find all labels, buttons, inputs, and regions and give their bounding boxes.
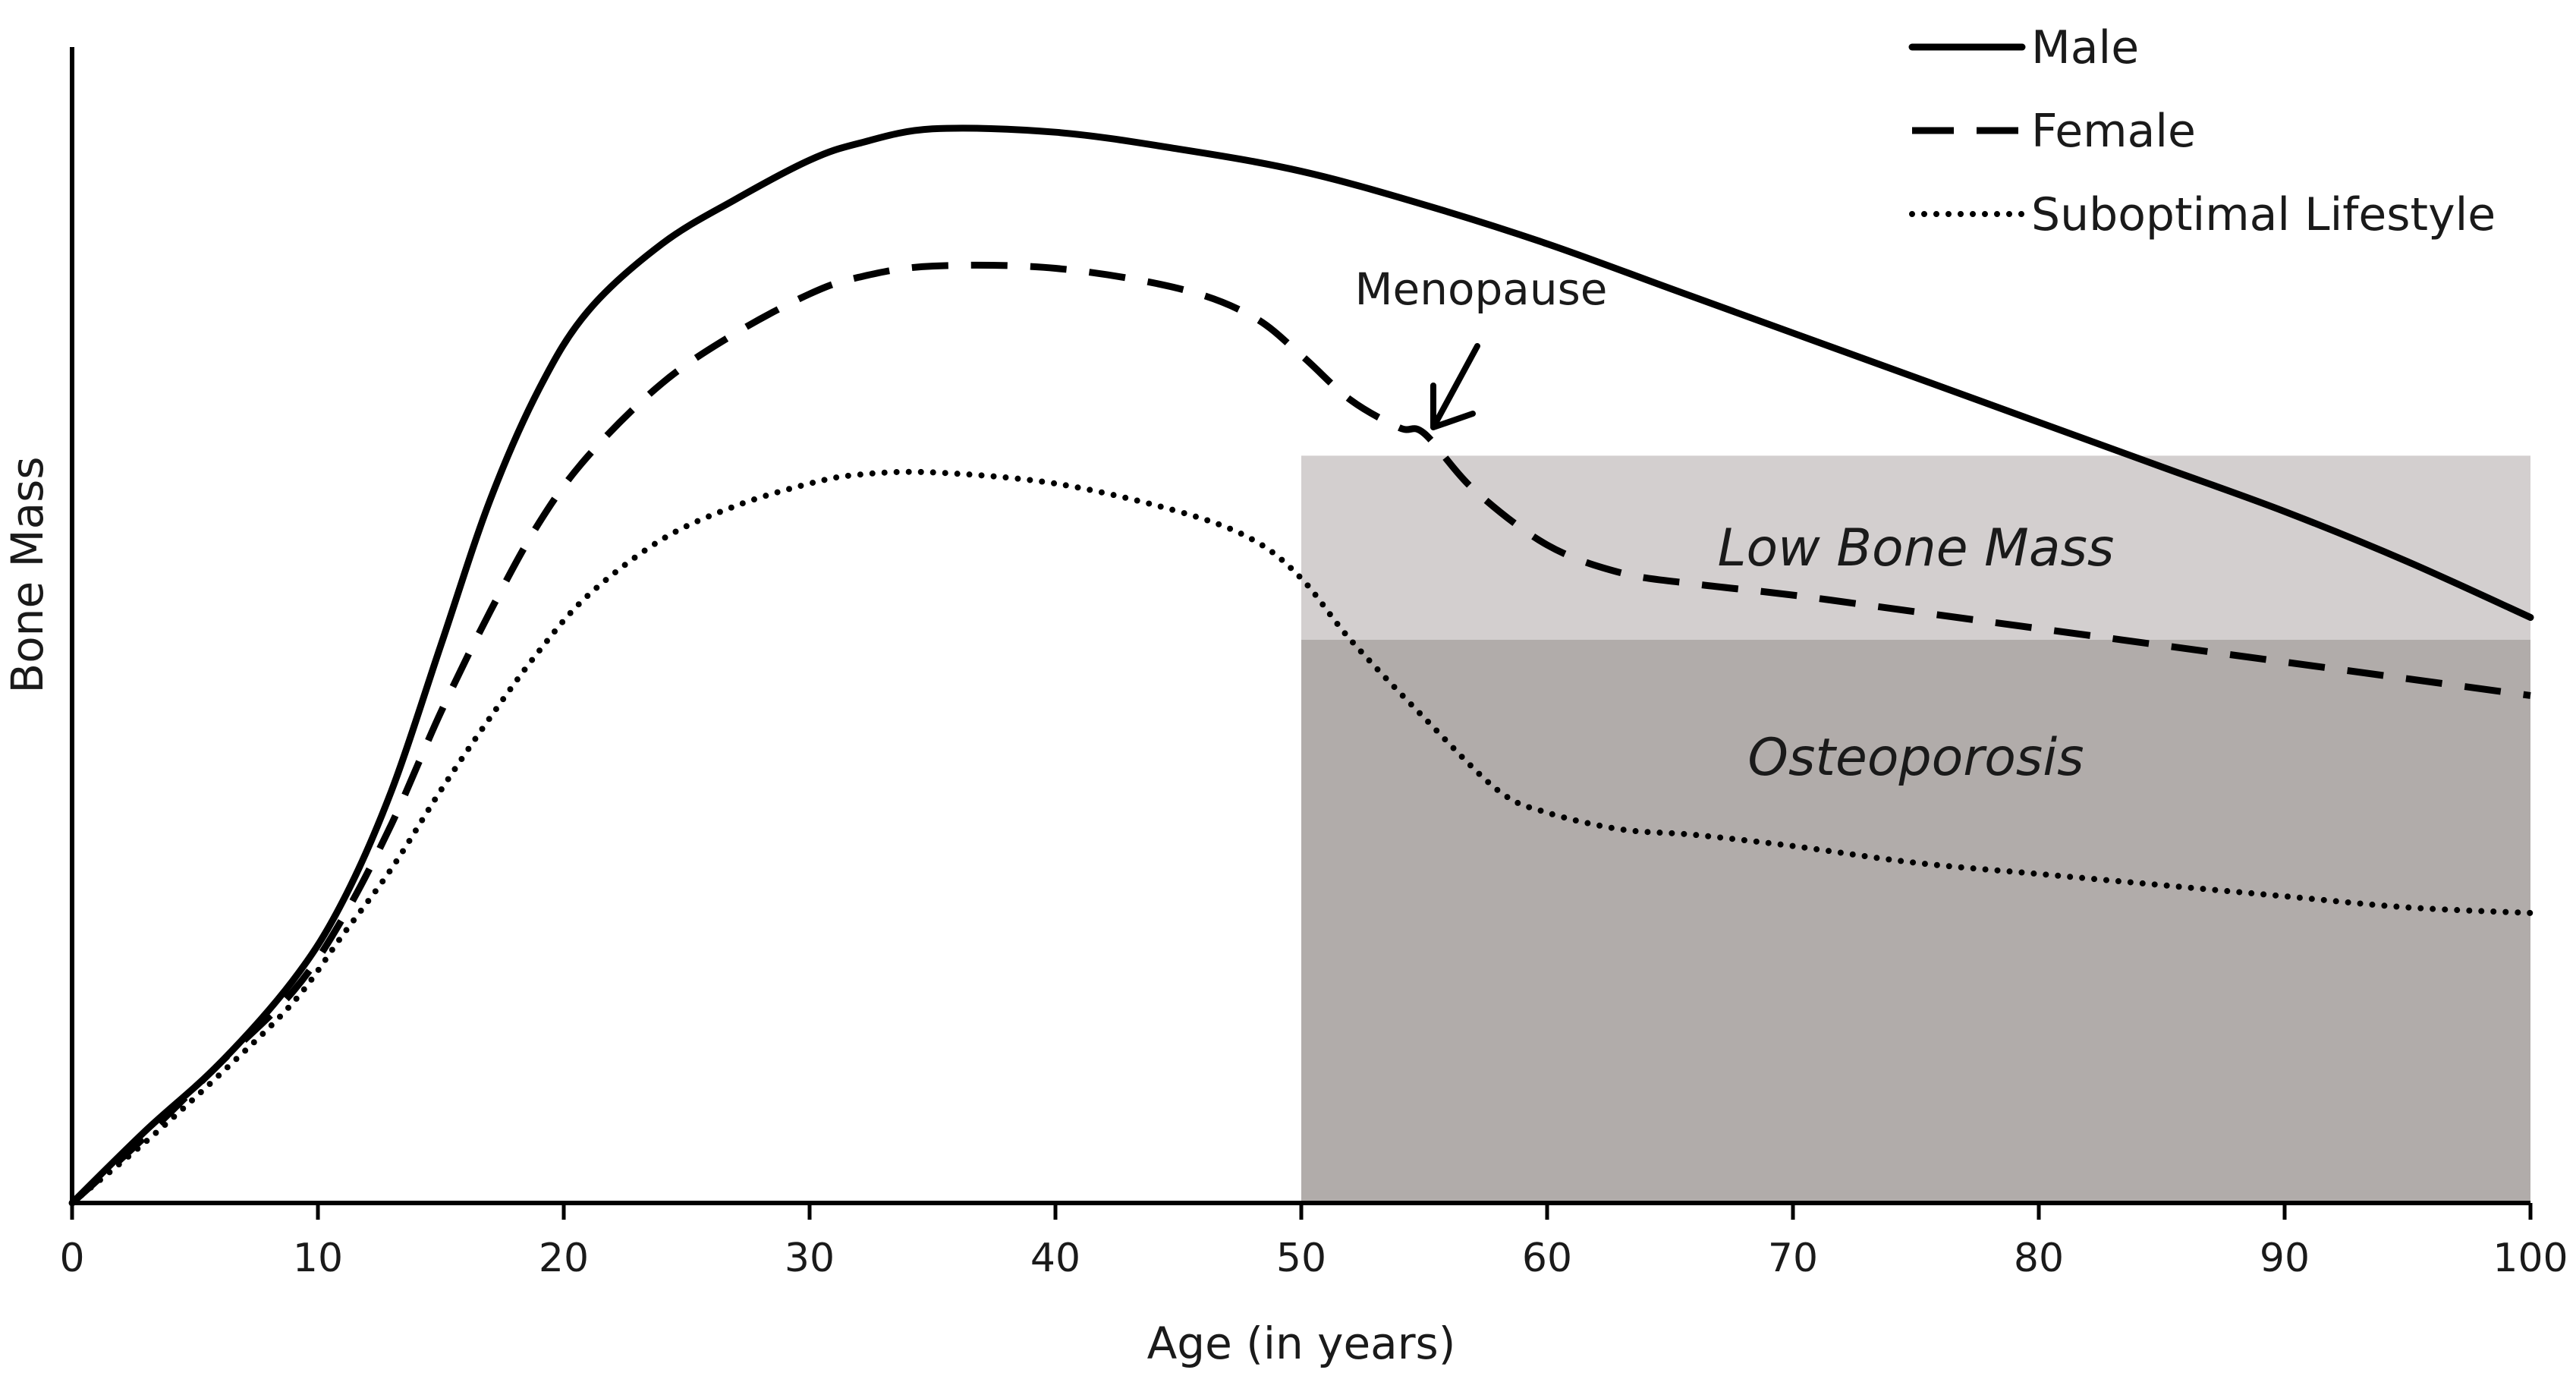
x-tick-label: 100 bbox=[2493, 1236, 2568, 1281]
legend-item-female: Female bbox=[1912, 105, 2196, 158]
y-axis-label: Bone Mass bbox=[2, 456, 53, 693]
x-tick-label: 70 bbox=[1768, 1236, 1818, 1281]
legend-item-suboptimal-lifestyle: Suboptimal Lifestyle bbox=[1909, 188, 2496, 241]
legend-label-suboptimal-lifestyle: Suboptimal Lifestyle bbox=[2031, 188, 2496, 241]
zone-label-osteoporosis: Osteoporosis bbox=[1747, 728, 2084, 788]
menopause-label: Menopause bbox=[1355, 263, 1608, 315]
series-line-female bbox=[69, 261, 2531, 1206]
region-labels: Low Bone Mass Osteoporosis bbox=[1718, 518, 2115, 788]
x-axis-label: Age (in years) bbox=[1147, 1318, 1456, 1369]
legend: Male Female Suboptimal Lifestyle bbox=[1908, 21, 2496, 241]
x-tick-label: 90 bbox=[2260, 1236, 2310, 1281]
regions-layer bbox=[1301, 455, 2530, 1203]
x-tick-label: 60 bbox=[1522, 1236, 1572, 1281]
zone-label-low-bone-mass: Low Bone Mass bbox=[1718, 518, 2115, 578]
series-line-male bbox=[68, 124, 2534, 1207]
legend-item-male: Male bbox=[1908, 21, 2139, 74]
x-tick-label: 80 bbox=[2014, 1236, 2064, 1281]
x-ticks: 0 10 20 30 40 50 60 70 80 90 100 bbox=[59, 1203, 2568, 1281]
series-layer bbox=[68, 124, 2534, 1207]
x-tick-label: 10 bbox=[293, 1236, 343, 1281]
menopause-arrow-icon bbox=[1430, 343, 1480, 431]
x-tick-label: 30 bbox=[785, 1236, 835, 1281]
x-tick-label: 0 bbox=[59, 1236, 84, 1281]
legend-label-male: Male bbox=[2031, 21, 2139, 74]
region-low-bone-mass bbox=[1301, 455, 2530, 640]
x-tick-label: 20 bbox=[539, 1236, 589, 1281]
region-osteoporosis bbox=[1301, 639, 2530, 1203]
menopause-annotation: Menopause bbox=[1355, 263, 1608, 431]
x-tick-label: 40 bbox=[1030, 1236, 1080, 1281]
x-tick-label: 50 bbox=[1276, 1236, 1326, 1281]
legend-label-female: Female bbox=[2031, 105, 2196, 158]
